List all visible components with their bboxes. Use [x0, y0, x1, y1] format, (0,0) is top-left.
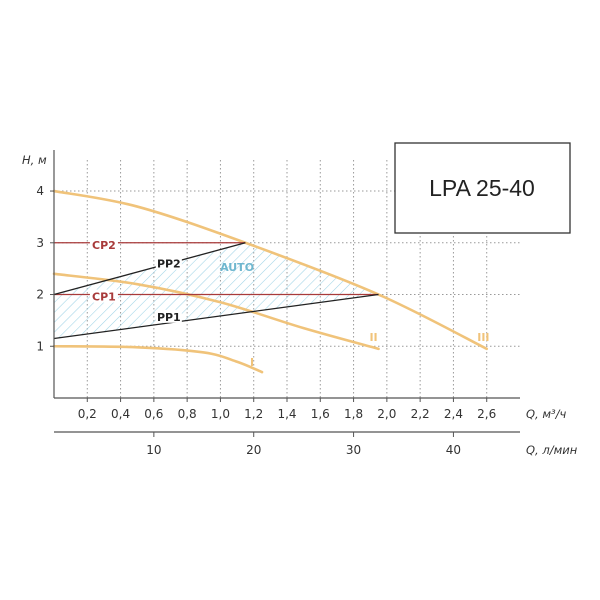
secondary-x-tick-label-3: 40	[446, 443, 461, 457]
secondary-x-tick-label-1: 20	[246, 443, 261, 457]
x-tick-label-10: 2,2	[411, 407, 430, 421]
x-tick-label-5: 1,2	[244, 407, 263, 421]
series-label-ii: II	[369, 331, 377, 344]
y-tick-label-1: 2	[36, 288, 44, 302]
series-label-bg-pp2	[155, 256, 182, 270]
series-line-iii	[52, 189, 489, 351]
x-tick-label-9: 2,0	[377, 407, 396, 421]
x-tick-label-1: 0,4	[111, 407, 130, 421]
y-tick-label-3: 4	[36, 184, 44, 198]
x-tick-label-11: 2,4	[444, 407, 463, 421]
secondary-x-axis-label: Q, л/мин	[526, 443, 578, 457]
auto-region-label: AUTO	[220, 261, 254, 274]
series-label-cp1: CP1	[92, 291, 116, 304]
series-label-i: I	[250, 356, 254, 369]
series-label-pp2: PP2	[157, 257, 181, 270]
x-tick-label-12: 2,6	[477, 407, 496, 421]
x-tick-label-2: 0,6	[144, 407, 163, 421]
series-label-bg-pp1	[155, 309, 182, 323]
x-tick-label-3: 0,8	[178, 407, 197, 421]
y-tick-label-2: 3	[36, 236, 44, 250]
x-tick-label-6: 1,4	[277, 407, 296, 421]
y-axis-label: H, м	[22, 153, 47, 167]
x-tick-label-0: 0,2	[78, 407, 97, 421]
y-tick-label-0: 1	[36, 339, 44, 353]
series-label-cp2: CP2	[92, 239, 116, 252]
auto-region	[54, 242, 379, 339]
x-tick-label-8: 1,8	[344, 407, 363, 421]
series-label-pp1: PP1	[157, 311, 181, 324]
series-label-bg-cp1	[89, 289, 118, 303]
x-tick-label-4: 1,0	[211, 407, 230, 421]
series-line-i	[52, 344, 264, 374]
series-line-pp1	[53, 293, 379, 340]
secondary-x-tick-label-2: 30	[346, 443, 361, 457]
x-tick-label-7: 1,6	[311, 407, 330, 421]
secondary-x-tick-label-0: 10	[146, 443, 161, 457]
x-axis-label: Q, м³/ч	[526, 407, 567, 421]
series-label-bg-cp2	[89, 237, 118, 251]
series-line-pp2	[53, 242, 246, 296]
series-label-iii: III	[477, 331, 489, 344]
